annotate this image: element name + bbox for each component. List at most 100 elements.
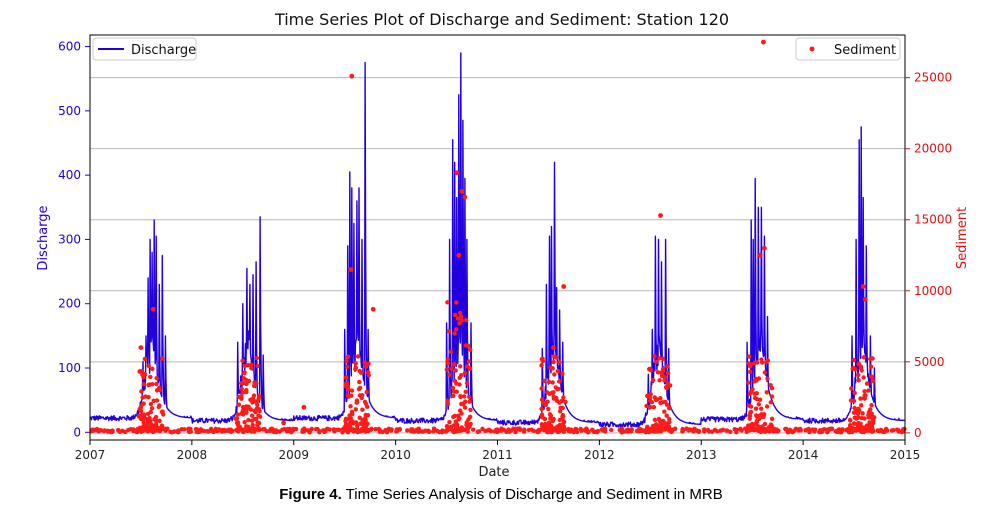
sediment-point-427 (397, 427, 402, 432)
sediment-point-1120 (768, 383, 773, 388)
sediment-point-973 (539, 422, 544, 427)
sediment-point-516 (274, 428, 279, 433)
legend-sediment-swatch (809, 46, 815, 52)
sediment-point-994 (548, 416, 553, 421)
sediment-point-759 (359, 395, 364, 401)
sediment-point-485 (818, 428, 823, 433)
sediment-point-1143 (746, 380, 751, 385)
sediment-point-1296 (860, 284, 866, 289)
sediment-point-1180 (747, 403, 752, 408)
sediment-point-801 (349, 409, 355, 415)
sediment-point-858 (451, 362, 457, 367)
x-tick-label-2010: 2010 (380, 448, 411, 462)
sediment-point-393 (846, 429, 852, 435)
sediment-point-802 (347, 424, 352, 430)
sediment-point-837 (457, 321, 462, 326)
sediment-point-1039 (667, 405, 672, 411)
sediment-point-764 (355, 354, 361, 359)
sediment-point-1033 (652, 395, 657, 400)
sediment-point-562 (146, 363, 151, 369)
sediment-point-1060 (648, 398, 653, 404)
sediment-point-784 (366, 373, 371, 378)
sediment-point-693 (256, 413, 261, 418)
sediment-point-1149 (752, 391, 757, 396)
sediment-point-952 (557, 379, 562, 384)
sediment-point-617 (255, 363, 260, 369)
sediment-point-1076 (654, 359, 659, 364)
sediment-point-1209 (862, 416, 867, 421)
sediment-point-701 (252, 408, 257, 413)
sediment-point-753 (364, 389, 369, 395)
sediment-point-375 (574, 427, 579, 432)
sediment-point-614 (158, 427, 163, 433)
sediment-point-391 (712, 427, 718, 433)
sediment-point-403 (595, 428, 601, 434)
sediment-point-1152 (762, 421, 768, 427)
sediment-point-1138 (747, 369, 753, 374)
sediment-point-1210 (862, 389, 867, 394)
sediment-point-385 (582, 427, 587, 433)
sediment-point-579 (154, 388, 160, 393)
sediment-point-1038 (660, 368, 666, 373)
sediment-point-1085 (664, 402, 670, 407)
sediment-point-319 (495, 429, 500, 435)
sediment-point-880 (444, 424, 450, 429)
sediment-point-887 (459, 373, 464, 378)
sediment-point-935 (546, 406, 551, 412)
sediment-point-248 (423, 428, 428, 433)
sediment-point-1273 (850, 366, 855, 371)
sediment-point-1177 (750, 387, 755, 392)
sediment-point-250 (521, 429, 527, 434)
sediment-point-885 (447, 372, 452, 377)
sediment-point-510 (798, 428, 803, 433)
sediment-point-508 (102, 428, 108, 433)
sediment-point-1164 (764, 359, 769, 365)
grid-lines (90, 77, 905, 434)
sediment-point-686 (254, 355, 259, 361)
sediment-point-1239 (852, 390, 857, 396)
sediment-point-506 (91, 427, 96, 432)
sediment-point-1272 (858, 396, 863, 401)
sediment-point-1081 (652, 417, 658, 422)
sediment-point-610 (139, 389, 144, 394)
sediment-point-497 (728, 429, 733, 434)
sediment-point-501 (807, 428, 812, 433)
sediment-point-592 (142, 414, 147, 420)
sediment-point-329 (609, 427, 614, 433)
sediment-point-1168 (746, 361, 751, 366)
sediment-point-921 (561, 395, 566, 400)
sediment-point-649 (250, 413, 255, 418)
sediment-point-380 (590, 427, 595, 433)
sediment-point-683 (251, 383, 257, 388)
sediment-point-790 (344, 358, 349, 364)
sediment-point-979 (551, 416, 556, 422)
sediment-point-1228 (870, 417, 876, 422)
sediment-point-481 (692, 428, 697, 433)
left-axis-ticks: 0 100 200 300 400 500 600 (58, 40, 90, 439)
sediment-point-752 (354, 400, 360, 405)
sediment-point-1139 (755, 427, 760, 433)
sediment-point-377 (629, 427, 634, 432)
sediment-point-514 (639, 427, 644, 433)
sediment-point-399 (578, 426, 583, 432)
sediment-point-611 (137, 425, 142, 430)
right-tick-label-20000: 20000 (914, 142, 952, 156)
sediment-point-369 (827, 427, 833, 432)
x-tick-label-2007: 2007 (75, 448, 106, 462)
sediment-point-1173 (770, 427, 775, 432)
sediment-point-845 (452, 331, 457, 336)
sediment-point-412 (194, 429, 199, 435)
sediment-point-680 (246, 363, 251, 368)
sediment-point-1110 (764, 404, 770, 409)
sediment-point-1294 (757, 252, 763, 258)
sediment-point-890 (454, 422, 460, 427)
left-tick-label-0: 0 (73, 425, 81, 439)
sediment-point-788 (363, 426, 368, 431)
caption-text: Time Series Analysis of Discharge and Se… (341, 486, 723, 503)
sediment-point-494 (368, 427, 374, 432)
sediment-point-582 (141, 375, 146, 380)
sediment-point-312 (201, 428, 206, 433)
sediment-point-1069 (645, 425, 650, 430)
sediment-point-1098 (768, 400, 773, 405)
sediment-point-439 (734, 430, 739, 435)
